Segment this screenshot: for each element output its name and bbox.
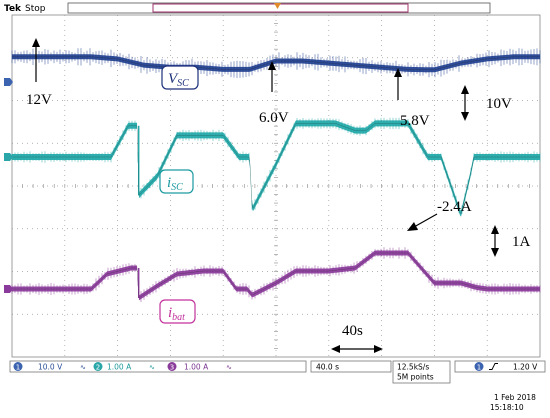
vsc-label-box — [161, 65, 199, 90]
trigger-level-readout: 1.20 V — [513, 363, 538, 372]
label-10v-scale: 10V — [486, 96, 512, 112]
arrow-down-icon — [461, 112, 469, 121]
channel-readout-bar — [9, 360, 307, 373]
label-neg-2-4a: -2.4A — [437, 199, 472, 215]
ch3-bw-icon: ∿ — [226, 364, 232, 372]
ch1-scale: 10.0 V — [38, 363, 63, 372]
vsc-trace — [11, 48, 541, 78]
trigger-position-icon — [274, 3, 281, 9]
isc-trace — [11, 117, 541, 217]
arrow-up-icon — [461, 85, 469, 94]
ibat-label: ibat — [168, 305, 185, 323]
label-6v: 6.0V — [259, 110, 289, 126]
trigger-source-badge — [474, 362, 484, 371]
arrow-up-icon — [268, 61, 276, 70]
ch1-number: 1 — [16, 364, 20, 372]
waveforms — [11, 48, 541, 302]
isc-trace-center — [12, 123, 540, 215]
timebase-box — [310, 360, 392, 373]
vsc-label: VSC — [168, 71, 189, 89]
arrow-down-icon — [491, 248, 499, 257]
ch3-ground-marker-icon — [4, 285, 13, 293]
arrow-up-icon — [32, 38, 40, 47]
ch1-bw-icon: ∿ — [80, 364, 86, 372]
ch2-ground-marker-icon — [4, 153, 13, 161]
scope-footer: 1 10.0 V ∿ 2 1.00 A ∿ 3 1.00 A ∿ 40.0 s … — [9, 360, 546, 412]
arrow-up-icon — [491, 225, 499, 234]
label-1a-scale: 1A — [512, 234, 531, 250]
ch1-badge — [13, 362, 23, 371]
timebase-readout: 40.0 s — [316, 363, 339, 372]
ch2-scale: 1.00 A — [107, 363, 132, 372]
label-40s: 40s — [342, 323, 363, 339]
arrow-right-icon — [374, 345, 383, 353]
arrow-up-icon — [394, 68, 402, 77]
arrow-left-icon — [331, 345, 340, 353]
isc-label: iSC — [167, 175, 183, 193]
isc-label-box — [159, 169, 194, 194]
trigger-source-number: 1 — [477, 364, 481, 372]
ch2-number: 2 — [96, 364, 100, 372]
annotations: 12V 6.0V 5.8V 10V 1A -2.4A 40s VSC — [26, 38, 531, 353]
time-readout: 15:18:10 — [490, 403, 524, 412]
ch3-badge — [167, 362, 177, 371]
ch1-ground-marker-icon — [4, 78, 13, 86]
trigger-box — [454, 360, 546, 373]
record-window — [152, 3, 409, 13]
ch3-scale: 1.00 A — [184, 363, 209, 372]
sample-rate-readout: 12.5kS/s — [397, 363, 429, 372]
ch2-bw-icon: ∿ — [149, 364, 155, 372]
date-readout: 1 Feb 2018 — [494, 393, 536, 402]
vsc-trace-center — [12, 56, 540, 71]
acquisition-box — [392, 360, 451, 384]
label-12v: 12V — [26, 92, 52, 108]
channel-markers — [4, 78, 13, 293]
ch2-badge — [93, 362, 103, 371]
status-label: Stop — [25, 4, 46, 14]
rising-edge-icon — [489, 363, 498, 370]
arrow-down-left-icon — [407, 222, 418, 231]
ch3-number: 3 — [170, 364, 174, 372]
brand-label: Tek — [4, 4, 22, 14]
record-length-readout: 5M points — [397, 373, 434, 382]
ibat-trace-center — [12, 252, 540, 299]
label-5-8v: 5.8V — [400, 113, 430, 129]
ibat-label-box — [159, 299, 196, 324]
scope-header: Tek Stop — [4, 2, 491, 14]
